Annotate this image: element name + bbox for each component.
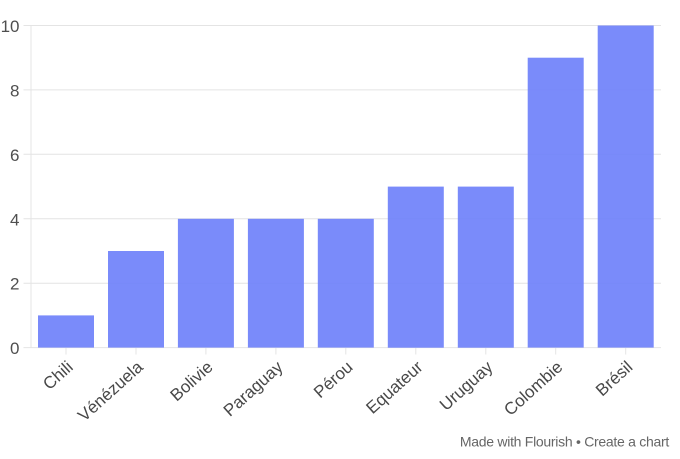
svg-text:2: 2 bbox=[10, 275, 19, 294]
svg-text:10: 10 bbox=[1, 17, 20, 36]
svg-text:0: 0 bbox=[10, 339, 19, 358]
svg-text:8: 8 bbox=[10, 81, 19, 100]
svg-text:6: 6 bbox=[10, 146, 19, 165]
svg-text:4: 4 bbox=[10, 210, 19, 229]
svg-text:Made with Flourish • Create a: Made with Flourish • Create a chart bbox=[460, 434, 669, 450]
